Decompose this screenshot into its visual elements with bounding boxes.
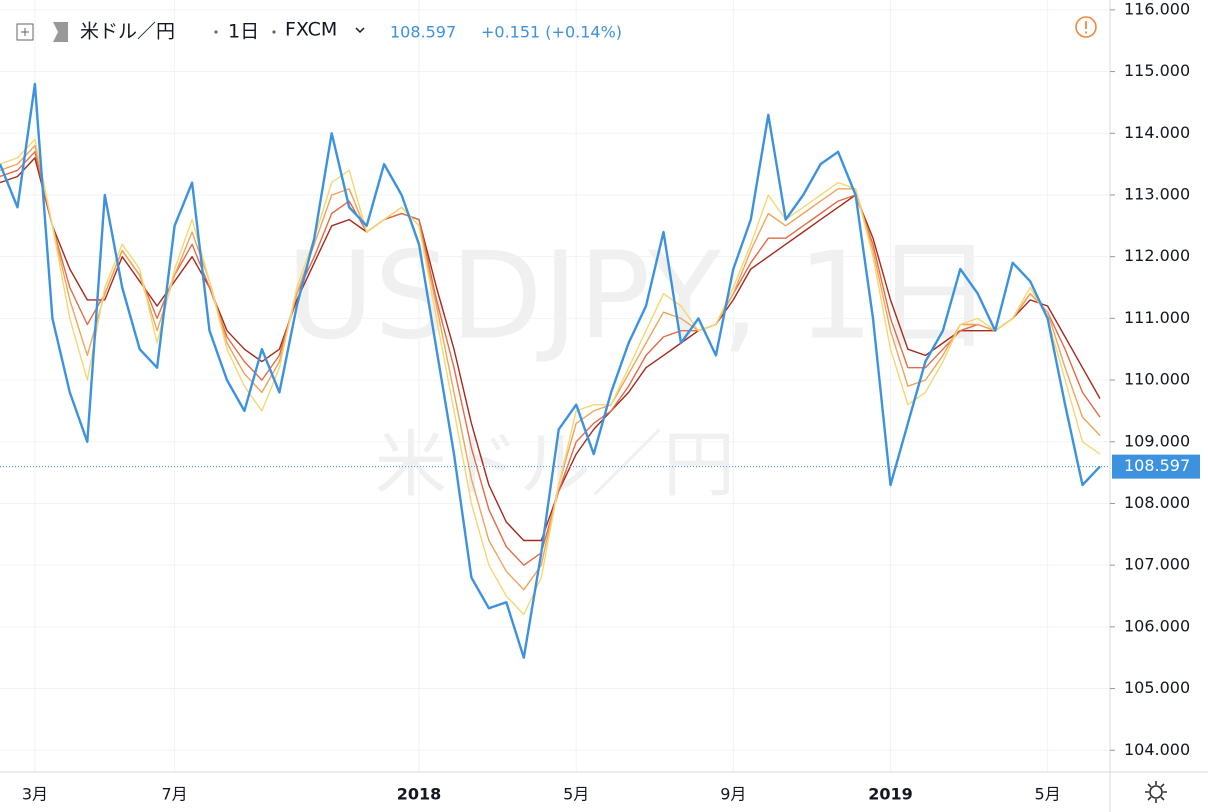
x-tick-label: 5月: [563, 785, 589, 804]
settings-icon[interactable]: [1145, 781, 1167, 803]
header-price: 108.597: [390, 23, 456, 42]
y-tick-label: 112.000: [1124, 246, 1190, 265]
dot: [272, 30, 276, 34]
x-tick-label: 9月: [720, 785, 746, 804]
watermark: USDJPY, 1日: [286, 228, 993, 367]
gear-teeth: [1145, 781, 1167, 803]
dot: [214, 30, 218, 34]
ema-line: [0, 144, 1101, 591]
alert-icon[interactable]: [1075, 16, 1097, 38]
icon-plus: [21, 28, 29, 36]
y-tick-label: 113.000: [1124, 184, 1190, 203]
y-tick-label: 105.000: [1124, 678, 1190, 697]
last-price-box: [1112, 454, 1200, 479]
x-tick-label: 7月: [162, 785, 188, 804]
y-tick-label: 116.000: [1124, 0, 1190, 18]
symbol: 米ドル／円: [80, 21, 175, 43]
x-tick-label: 3月: [22, 785, 48, 804]
icon-flag: [53, 22, 68, 42]
y-tick-label: 114.000: [1124, 123, 1190, 142]
y-tick-label: 106.000: [1124, 616, 1190, 635]
x-tick-label: 5月: [1035, 785, 1061, 804]
header-change: +0.151 (+0.14%): [481, 23, 622, 42]
y-tick-label: 115.000: [1124, 61, 1190, 80]
x-tick-label: 2018: [397, 785, 442, 804]
dropdown-caret: [355, 27, 365, 34]
y-tick-label: 108.000: [1124, 493, 1190, 512]
watermark-sub: 米ドル／円: [375, 423, 735, 507]
y-tick-label: 107.000: [1124, 555, 1190, 574]
y-tick-label: 109.000: [1124, 431, 1190, 450]
header: 米ドル／円 1日 FXCM 108.597 +0.151 (+0.14%): [16, 16, 1097, 43]
price-line: [0, 82, 1101, 659]
x-tick-label: 2019: [868, 785, 913, 804]
gear: [1149, 785, 1163, 799]
icon-expand[interactable]: [16, 23, 34, 41]
ema-line: [0, 138, 1101, 616]
ema-line: [0, 157, 1101, 542]
interval[interactable]: 1日: [228, 21, 259, 43]
y-tick-label: 111.000: [1124, 308, 1190, 327]
y-tick-label: 104.000: [1124, 740, 1190, 759]
source[interactable]: FXCM: [285, 19, 337, 41]
last-price-label: 108.597: [1124, 456, 1190, 475]
y-tick-label: 110.000: [1124, 370, 1190, 389]
